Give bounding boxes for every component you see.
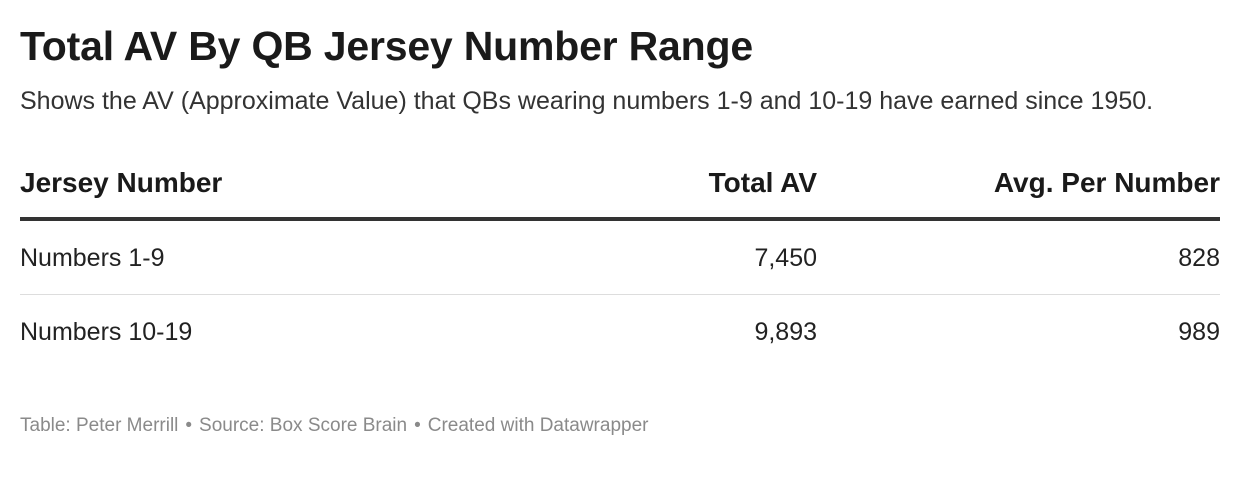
table-cell-jersey-range: Numbers 1-9	[20, 219, 420, 295]
table-cell-avg-per-number: 989	[1178, 317, 1220, 346]
chart-footer: Table: Peter Merrill • Source: Box Score B…	[20, 414, 1220, 438]
footer-separator: •	[414, 415, 421, 436]
column-header-avg-per-number[interactable]: Avg. Per Number	[817, 166, 1220, 221]
chart-container: Total AV By QB Jersey Number Range Shows…	[20, 0, 1220, 438]
table-header-row: Jersey Number Total AV Avg. Per Number	[20, 166, 1220, 221]
footer-separator: •	[185, 415, 193, 436]
table-credit: Table: Peter Merrill	[20, 415, 179, 436]
table-row: Numbers 1-9 7,450 828	[20, 219, 1220, 295]
table-cell-total-av: 7,450	[420, 219, 817, 295]
column-header-jersey-number[interactable]: Jersey Number	[20, 166, 420, 221]
source-credit: Source: Box Score Brain	[199, 415, 408, 436]
table-cell-jersey-range: Numbers 10-19	[20, 317, 193, 346]
chart-subtitle: Shows the AV (Approximate Value) that QB…	[20, 87, 1154, 115]
created-with-link[interactable]: Created with Datawrapper	[427, 415, 649, 436]
table-row: Numbers 10-19 9,893 989	[20, 295, 1220, 369]
table-cell-total-av: 9,893	[754, 317, 817, 346]
data-table: Jersey Number Total AV Avg. Per Number N…	[20, 166, 1220, 368]
column-header-total-av[interactable]: Total AV	[420, 166, 817, 221]
chart-title: Total AV By QB Jersey Number Range	[20, 23, 753, 69]
table-cell-avg-per-number: 828	[817, 219, 1220, 295]
